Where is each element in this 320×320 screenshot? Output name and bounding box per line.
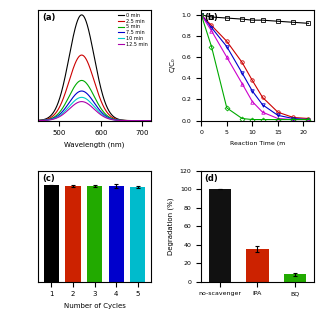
10 min	[91, 103, 95, 107]
5 min	[104, 112, 108, 116]
Bar	[284, 274, 306, 282]
10 min	[146, 119, 150, 123]
12.5 min	[129, 119, 132, 123]
Y-axis label: Degradation (%): Degradation (%)	[168, 197, 174, 255]
12.5 min	[80, 100, 84, 103]
7.5 min	[146, 119, 150, 123]
2.5 min	[36, 118, 40, 122]
0 min	[91, 47, 95, 51]
0 min	[149, 119, 153, 123]
0 min	[98, 80, 101, 84]
Bar	[44, 185, 59, 282]
Y-axis label: C/C₀: C/C₀	[170, 58, 176, 72]
0 min	[146, 119, 150, 123]
Bar	[246, 249, 269, 282]
Bar	[65, 186, 81, 282]
0 min	[129, 119, 132, 123]
5 min	[36, 119, 40, 123]
10 min	[149, 119, 153, 123]
5 min	[98, 104, 101, 108]
X-axis label: Wavelength (nm): Wavelength (nm)	[64, 142, 125, 148]
12.5 min	[36, 119, 40, 123]
2.5 min	[98, 95, 101, 99]
5 min	[129, 119, 132, 123]
Line: 0 min: 0 min	[38, 15, 151, 121]
Text: (d): (d)	[205, 174, 218, 183]
7.5 min	[129, 119, 132, 123]
0 min	[104, 101, 108, 105]
0 min	[90, 44, 94, 47]
Text: (b): (b)	[205, 13, 218, 22]
10 min	[129, 119, 132, 123]
0 min	[80, 13, 84, 17]
7.5 min	[36, 119, 40, 123]
Line: 10 min: 10 min	[38, 97, 151, 121]
10 min	[98, 110, 101, 114]
12.5 min	[98, 112, 101, 116]
7.5 min	[91, 99, 95, 102]
Line: 12.5 min: 12.5 min	[38, 101, 151, 121]
7.5 min	[98, 108, 101, 112]
10 min	[104, 115, 108, 119]
X-axis label: Reaction Time (m: Reaction Time (m	[230, 141, 285, 146]
2.5 min	[149, 119, 153, 123]
Bar	[108, 186, 124, 282]
2.5 min	[80, 53, 84, 57]
Line: 5 min: 5 min	[38, 80, 151, 121]
5 min	[90, 90, 94, 94]
Text: (a): (a)	[42, 13, 55, 22]
10 min	[36, 119, 40, 123]
10 min	[80, 95, 84, 99]
12.5 min	[91, 106, 95, 110]
Bar	[130, 187, 145, 282]
Bar	[87, 186, 102, 282]
2.5 min	[91, 74, 95, 78]
Legend: 0 min, 2.5 min, 5 min, 7.5 min, 10 min, 12.5 min: 0 min, 2.5 min, 5 min, 7.5 min, 10 min, …	[117, 12, 148, 48]
Line: 2.5 min: 2.5 min	[38, 55, 151, 121]
12.5 min	[146, 119, 150, 123]
Text: (c): (c)	[42, 174, 54, 183]
5 min	[91, 92, 95, 95]
5 min	[146, 119, 150, 123]
12.5 min	[149, 119, 153, 123]
12.5 min	[104, 116, 108, 119]
7.5 min	[80, 89, 84, 93]
2.5 min	[129, 119, 132, 123]
2.5 min	[104, 108, 108, 112]
10 min	[90, 102, 94, 106]
2.5 min	[90, 72, 94, 76]
5 min	[80, 78, 84, 82]
7.5 min	[90, 98, 94, 101]
2.5 min	[146, 119, 150, 123]
X-axis label: Number of Cycles: Number of Cycles	[64, 303, 125, 309]
7.5 min	[149, 119, 153, 123]
5 min	[149, 119, 153, 123]
Line: 7.5 min: 7.5 min	[38, 91, 151, 121]
7.5 min	[104, 114, 108, 118]
0 min	[36, 118, 40, 122]
12.5 min	[90, 105, 94, 109]
Bar	[209, 189, 231, 282]
